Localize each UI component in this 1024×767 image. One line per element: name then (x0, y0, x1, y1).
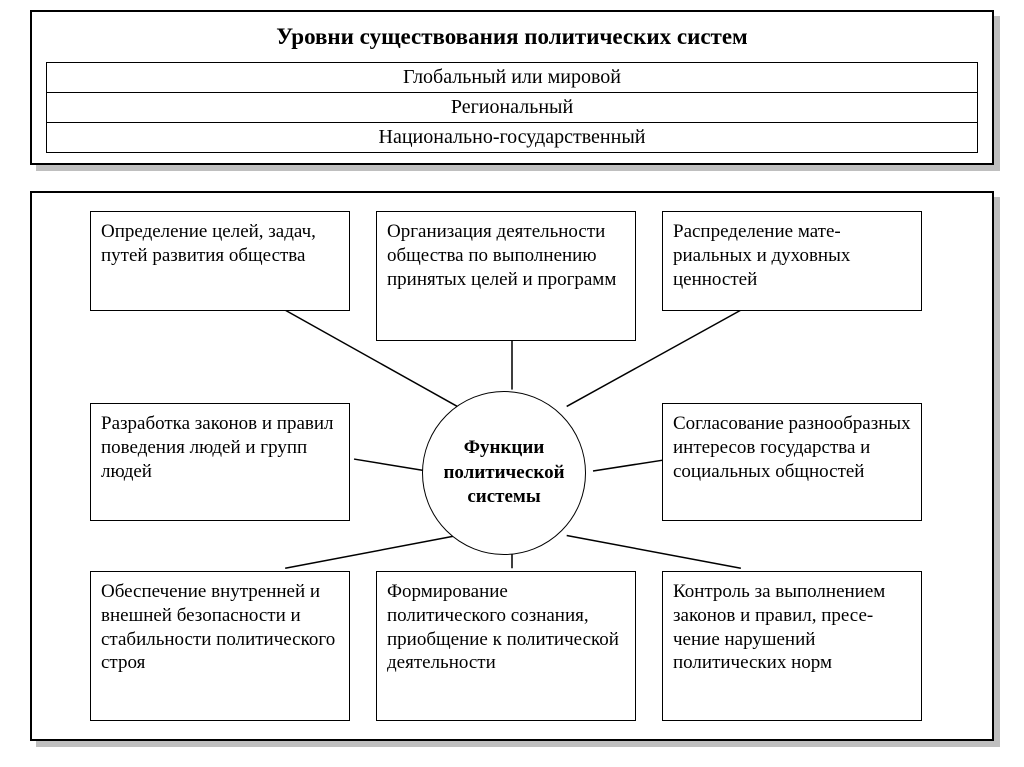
functions-panel: Функции политической системы Определение… (30, 191, 994, 741)
function-box-text: Согласование разно­образных интересов го… (673, 413, 911, 482)
function-box: Определение целей, задач, путей разви­ти… (90, 211, 350, 311)
levels-panel: Уровни существования политических систем… (30, 10, 994, 165)
connector-line (567, 535, 741, 568)
function-box-text: Разработка законов и правил поведе­ния л… (101, 413, 334, 482)
function-box: Организация деятельности обще­ства по вы… (376, 211, 636, 341)
function-box: Согласование разно­образных интересов го… (662, 403, 922, 521)
function-box: Контроль за вы­полнением законов и прави… (662, 571, 922, 721)
connector-line (285, 535, 457, 568)
level-row: Национально-государственный (46, 123, 978, 153)
level-row: Региональный (46, 93, 978, 123)
function-box: Формирование политического сознания, при… (376, 571, 636, 721)
function-box-text: Определение целей, задач, путей разви­ти… (101, 221, 316, 266)
levels-title: Уровни существования политических систем (32, 18, 992, 62)
function-box: Обеспечение внут­ренней и внешней безопа… (90, 571, 350, 721)
function-box-text: Обеспечение внут­ренней и внешней безопа… (101, 581, 335, 673)
connector-line (354, 459, 427, 471)
connector-line (593, 459, 670, 471)
function-box-text: Распределение мате­риальных и духов­ных … (673, 221, 850, 290)
functions-diagram: Функции политической системы Определение… (30, 191, 994, 741)
center-node: Функции политической системы (422, 391, 586, 555)
function-box: Распределение мате­риальных и духов­ных … (662, 211, 922, 311)
function-box-text: Контроль за вы­полнением законов и прави… (673, 581, 885, 673)
function-box-text: Организация деятельности обще­ства по вы… (387, 221, 616, 290)
level-row: Глобальный или мировой (46, 62, 978, 93)
levels-list: Глобальный или мировой Региональный Наци… (46, 62, 978, 153)
function-box: Разработка законов и правил поведе­ния л… (90, 403, 350, 521)
levels-panel-inner: Уровни существования политических систем… (30, 10, 994, 165)
function-box-text: Формирование политического сознания, при… (387, 581, 619, 673)
center-node-label: Функции политической системы (423, 436, 585, 510)
